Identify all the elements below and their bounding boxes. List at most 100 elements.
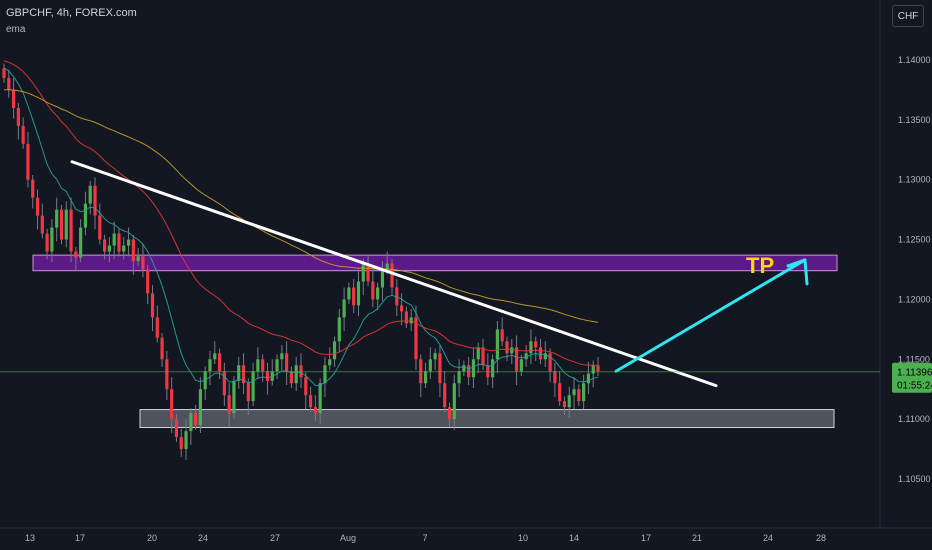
candle-body (294, 365, 298, 384)
candle-body (356, 281, 361, 306)
candle-body (376, 287, 380, 300)
candle-body (476, 347, 480, 360)
candle-body (495, 329, 500, 360)
candle-body (318, 383, 322, 414)
candle-body (88, 185, 92, 204)
support-zone[interactable] (139, 409, 835, 429)
candle-body (510, 347, 514, 354)
candle-body (179, 437, 183, 450)
candle-body (232, 380, 236, 414)
price-tick-label: 1.12500 (898, 235, 931, 245)
descending-trendline[interactable] (70, 160, 718, 388)
candle-body (227, 395, 231, 414)
bar-countdown-label: 01:55:24 (897, 381, 932, 392)
candle-body (562, 401, 567, 408)
candle-body (31, 179, 35, 198)
candle-body (265, 371, 270, 381)
time-tick-label: 28 (816, 533, 826, 543)
current-price-tag: 1.11396 01:55:24 (892, 362, 932, 393)
candle-body (337, 317, 341, 342)
candle-body (11, 89, 16, 108)
price-tick-label: 1.12000 (898, 294, 931, 304)
candle-body (122, 245, 126, 252)
candle-body (404, 311, 408, 324)
time-tick-label: Aug (340, 533, 356, 543)
candle-body (45, 233, 49, 252)
candle-body (59, 209, 64, 240)
target-arrow-shaft (614, 258, 807, 373)
candle-body (433, 353, 437, 360)
candle-body (409, 317, 413, 324)
time-axis[interactable]: 13 17 20 24 27 Aug 7 10 14 17 21 24 28 (25, 533, 826, 543)
candle-body (548, 353, 552, 372)
candle-body (543, 353, 547, 360)
candle-body (538, 347, 543, 360)
ema-mid-line (3, 60, 599, 366)
candle-body (366, 263, 370, 282)
candle-body (524, 353, 528, 360)
candle-body (423, 371, 428, 384)
price-axis[interactable]: 1.14000 1.13500 1.13000 1.12500 1.12000 1.115… (898, 55, 931, 484)
candle-body (462, 365, 466, 372)
candle-body (328, 359, 332, 366)
tp-zone[interactable] (32, 254, 838, 272)
candle-body (390, 263, 394, 288)
target-arrow[interactable] (614, 258, 809, 373)
candle-body (342, 299, 346, 318)
candle-body (55, 209, 59, 228)
candle-body (7, 77, 11, 90)
candle-body (443, 383, 447, 408)
candle-body (146, 269, 150, 294)
candle-body (514, 347, 519, 372)
candle-body (270, 371, 274, 381)
candle-body (112, 233, 116, 246)
candle-body (165, 359, 169, 390)
candle-body (567, 395, 571, 408)
candle-body (160, 337, 164, 360)
time-tick-label: 17 (641, 533, 651, 543)
candle-body (332, 341, 337, 360)
candle-body (64, 209, 68, 240)
candle-body (289, 371, 294, 384)
candle-body (93, 185, 97, 216)
candle-body (69, 209, 73, 252)
candle-body (347, 287, 351, 300)
candle-body (519, 359, 523, 372)
symbol-title: GBPCHF, 4h, FOREX.com (6, 7, 137, 19)
time-tick-label: 14 (569, 533, 579, 543)
candle-body (213, 353, 217, 360)
time-tick-label: 27 (270, 533, 280, 543)
candle-body (558, 383, 562, 402)
price-tick-label: 1.13000 (898, 175, 931, 185)
candle-body (553, 371, 557, 384)
candle-body (534, 341, 538, 348)
candle-body (285, 353, 289, 372)
time-tick-label: 20 (147, 533, 157, 543)
price-tick-label: 1.13500 (898, 115, 931, 125)
candle-body (586, 373, 591, 384)
candle-body (582, 383, 586, 402)
candle-body (246, 383, 250, 402)
candle-body (308, 395, 313, 408)
candle-body (280, 353, 284, 360)
candle-body (83, 203, 88, 228)
candle-body (371, 281, 375, 300)
candle-body (256, 359, 260, 372)
current-price-tag-bg (892, 362, 932, 393)
candle-body (500, 329, 504, 342)
current-price-label: 1.11396 (897, 368, 932, 379)
candle-body (189, 413, 193, 432)
candle-body (2, 68, 6, 78)
candle-body (261, 359, 265, 372)
currency-button[interactable]: CHF (892, 5, 924, 27)
candle-body (217, 353, 222, 372)
candle-body (529, 341, 533, 354)
candle-body (50, 227, 54, 252)
indicator-label[interactable]: ema (6, 24, 26, 35)
time-tick-label: 10 (518, 533, 528, 543)
price-tick-label: 1.10500 (898, 474, 931, 484)
price-tick-label: 1.14000 (898, 55, 931, 65)
time-tick-label: 13 (25, 533, 35, 543)
candle-body (150, 293, 155, 318)
